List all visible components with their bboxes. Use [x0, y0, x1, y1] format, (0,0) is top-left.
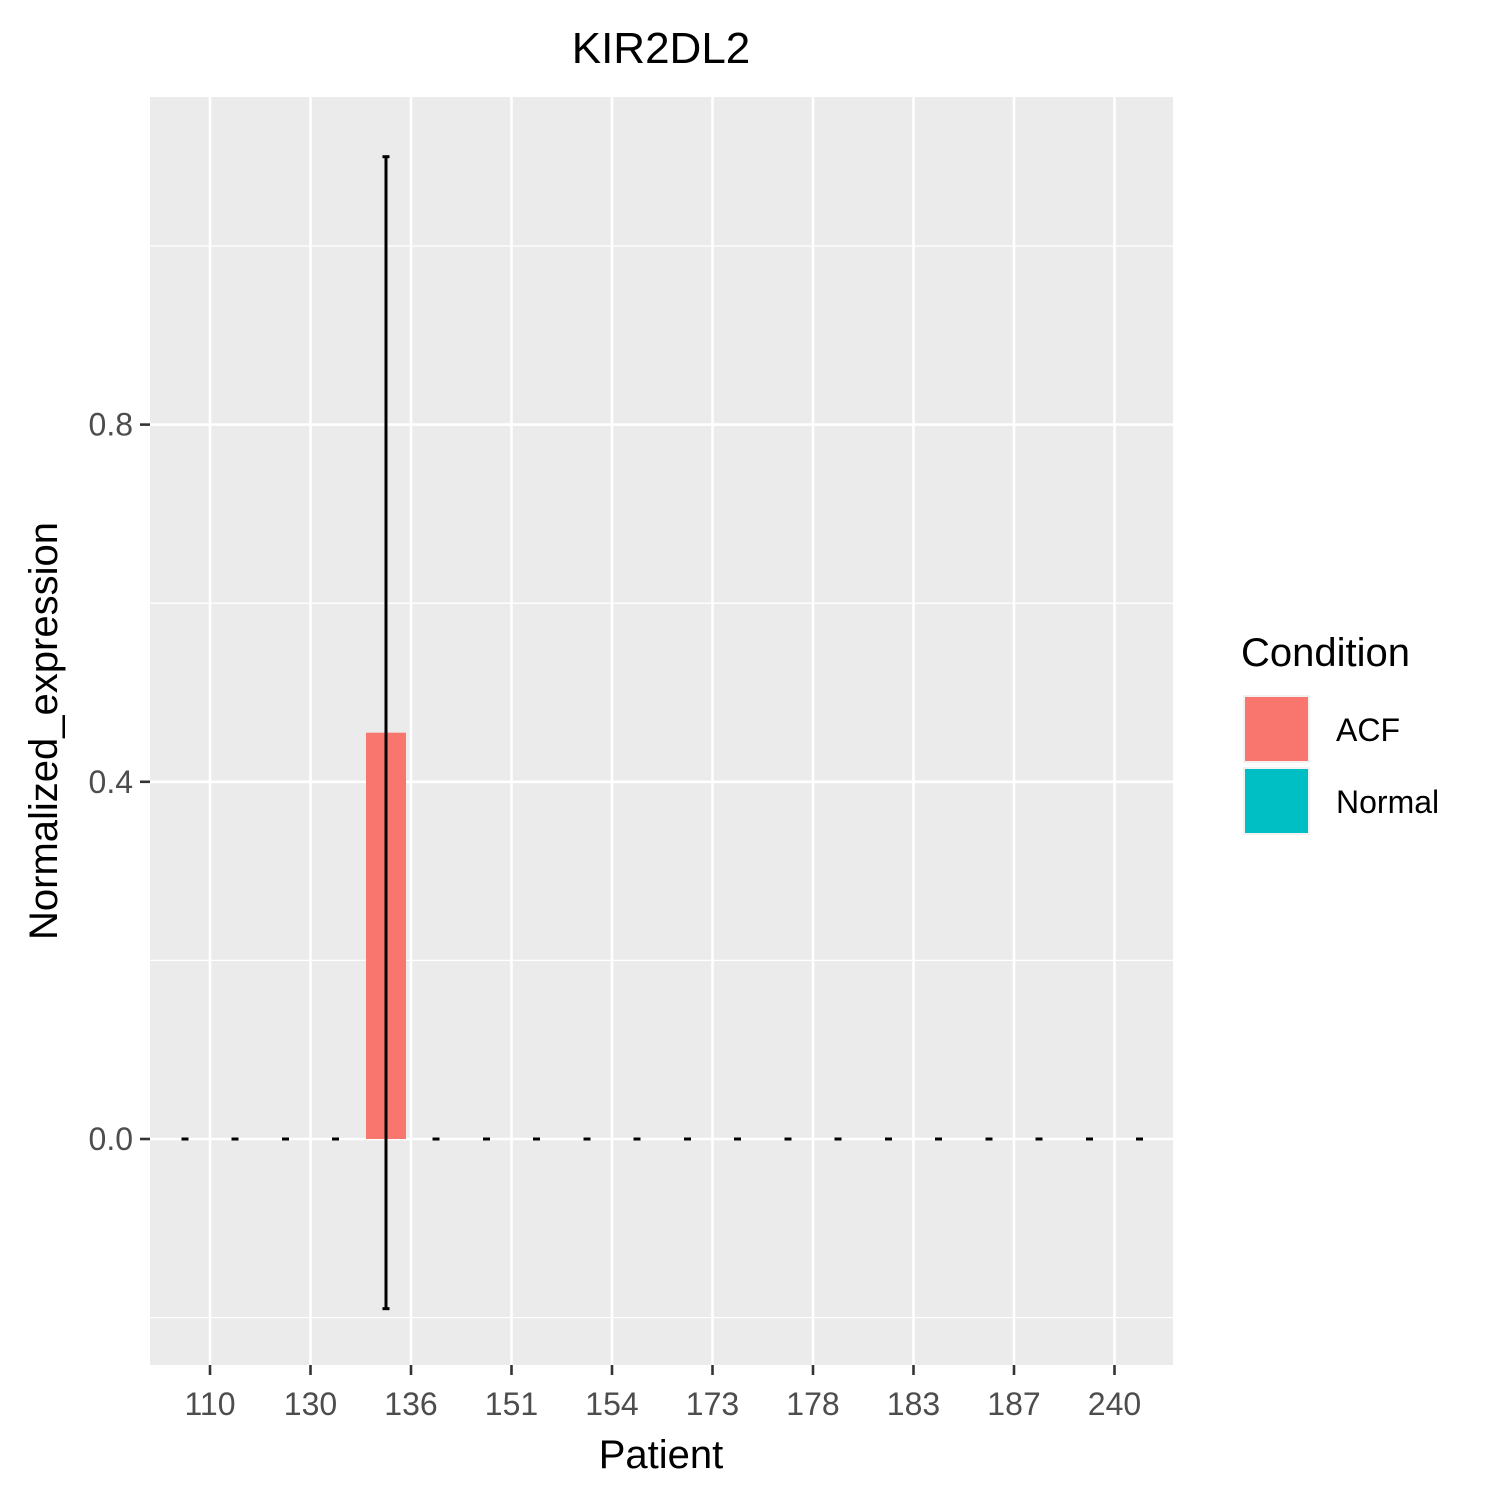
- error-bars: [181, 155, 1143, 1311]
- errorbar-acf-136: [382, 155, 390, 1311]
- legend-entry-normal: Normal: [1243, 767, 1439, 835]
- x-tick-label: 240: [1088, 1386, 1141, 1422]
- legend-swatch: [1245, 697, 1308, 761]
- legend-title: Condition: [1241, 631, 1410, 675]
- legend-entry-acf: ACF: [1243, 695, 1400, 763]
- y-tick-label: 0.0: [89, 1121, 133, 1157]
- legend-swatch: [1245, 769, 1308, 833]
- x-tick-label: 173: [686, 1386, 739, 1422]
- chart-title: KIR2DL2: [572, 24, 751, 73]
- y-tick-label: 0.8: [89, 407, 133, 443]
- x-tick-label: 110: [184, 1386, 235, 1422]
- grid-lines: [150, 97, 1173, 1365]
- y-axis-title: Normalized_expression: [22, 522, 66, 940]
- x-tick-label: 151: [485, 1386, 538, 1422]
- x-tick-label: 154: [585, 1386, 638, 1422]
- legend-label: ACF: [1336, 712, 1400, 748]
- x-tick-label: 187: [987, 1386, 1040, 1422]
- x-tick-label: 178: [786, 1386, 839, 1422]
- legend-label: Normal: [1336, 784, 1439, 820]
- x-tick-label: 183: [887, 1386, 940, 1422]
- x-tick-label: 136: [384, 1386, 437, 1422]
- legend: Condition ACF Normal: [1241, 631, 1439, 835]
- axes: 0.0 0.4 0.8 110 130 136 151 154 173 178 183 187 240: [89, 407, 1142, 1422]
- x-axis-title: Patient: [599, 1433, 724, 1477]
- y-tick-label: 0.4: [89, 764, 133, 800]
- x-tick-label: 130: [284, 1386, 337, 1422]
- plot-panel: [150, 97, 1173, 1365]
